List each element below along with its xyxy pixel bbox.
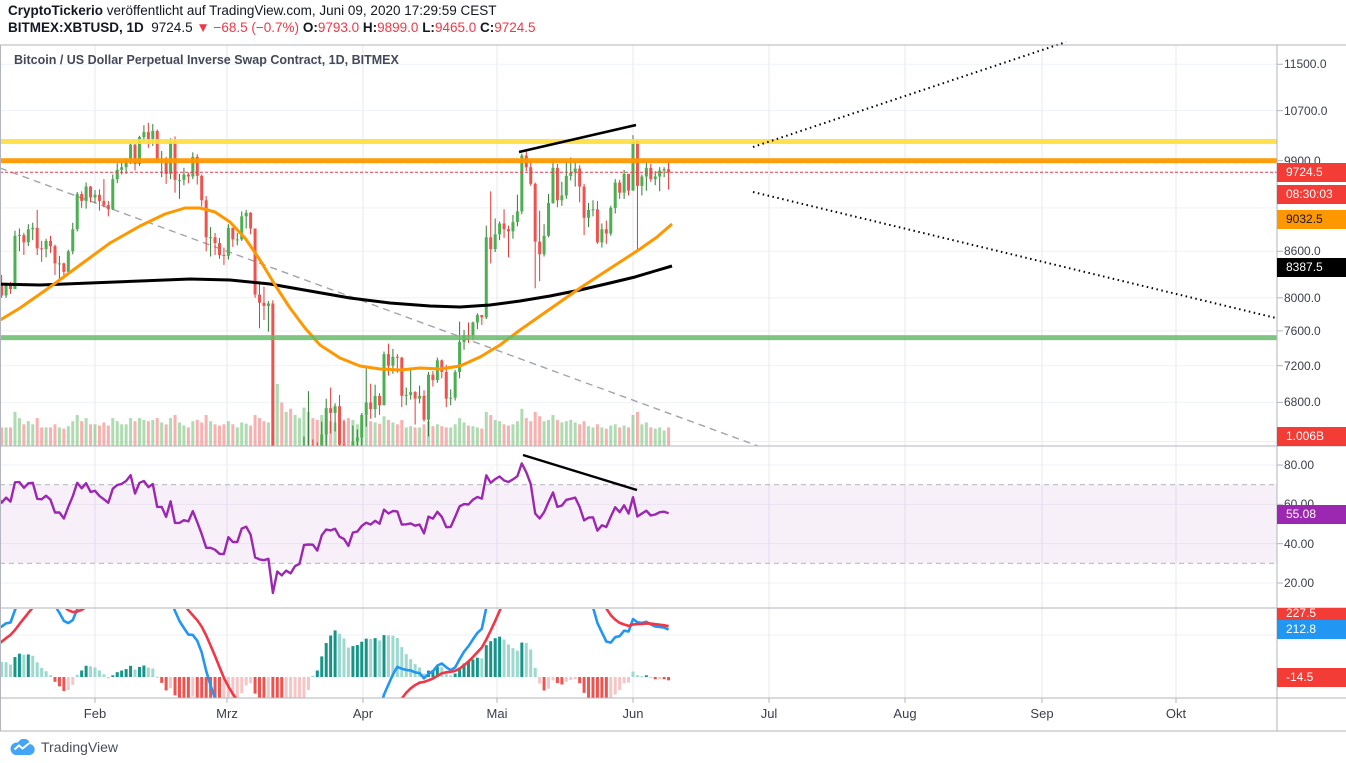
month-label-aug: Aug <box>893 706 917 721</box>
price-tick-label: 6800.0 <box>1284 395 1321 410</box>
ma-black-value-badge: 8387.5 <box>1277 258 1346 277</box>
chart-title: Bitcoin / US Dollar Perpetual Inverse Sw… <box>14 53 399 67</box>
current-price-badge: 9724.5 <box>1277 163 1346 182</box>
last-price: 9724.5 <box>151 20 193 35</box>
price-tick-label: 7600.0 <box>1284 323 1321 338</box>
open-value: 9793.0 <box>317 20 360 35</box>
publish-header: CryptoTickerio veröffentlicht auf Tradin… <box>8 3 497 18</box>
macd-main-badge: 212.8 <box>1277 620 1346 639</box>
month-label-feb: Feb <box>83 706 107 721</box>
close-label: C: <box>480 20 495 35</box>
rsi-tick-label: 40.00 <box>1284 536 1315 551</box>
month-label-mrz: Mrz <box>216 706 238 721</box>
macd-signal-badge: 227.5 <box>1277 608 1346 623</box>
high-value: 9899.0 <box>377 20 419 35</box>
rsi-value-badge: 55.08 <box>1277 505 1346 524</box>
price-tick-label: 11500.0 <box>1284 57 1327 72</box>
price-tick-label: 7200.0 <box>1284 358 1321 373</box>
macd-hist-badge: -14.5 <box>1277 668 1346 687</box>
publish-text: veröffentlicht auf TradingView.com, Juni… <box>103 3 497 18</box>
close-value: 9724.5 <box>494 20 536 35</box>
month-label-jun: Jun <box>622 706 644 721</box>
month-label-apr: Apr <box>352 706 374 721</box>
rsi-tick-label: 80.00 <box>1284 458 1315 472</box>
rsi-tick-label: 20.00 <box>1284 576 1315 590</box>
low-label: L: <box>422 20 435 35</box>
month-label-sep: Sep <box>1030 706 1054 721</box>
price-tick-label: 8600.0 <box>1284 244 1321 259</box>
tradingview-logo[interactable]: TradingView <box>10 735 118 759</box>
high-label: H: <box>362 20 378 35</box>
tradingview-cloud-icon <box>10 738 35 755</box>
price-tick-label: 8000.0 <box>1284 290 1321 305</box>
price-tick-label: 10700.0 <box>1284 103 1328 118</box>
down-arrow-icon: ▼ <box>196 20 210 35</box>
month-label-jul: Jul <box>760 706 778 721</box>
month-label-okt: Okt <box>1165 706 1187 721</box>
low-value: 9465.0 <box>434 20 477 35</box>
symbol-name[interactable]: BITMEX:XBTUSD, 1D <box>8 20 144 35</box>
ma-orange-value-badge: 9032.5 <box>1277 210 1346 229</box>
tradingview-logo-text: TradingView <box>41 739 119 755</box>
volume-value-badge: 1.006B <box>1277 427 1346 446</box>
macd-badges-clip: 227.5 212.8 -14.5 <box>1277 608 1346 698</box>
open-label: O: <box>302 20 318 35</box>
month-label-mai: Mai <box>486 706 508 721</box>
countdown-badge: 08:30:03 <box>1277 185 1346 204</box>
price-change: −68.5 (−0.7%) <box>213 20 300 35</box>
author-name: CryptoTickerio <box>8 3 104 18</box>
symbol-header: BITMEX:XBTUSD, 1D 9724.5 ▼ −68.5 (−0.7%)… <box>8 20 536 35</box>
